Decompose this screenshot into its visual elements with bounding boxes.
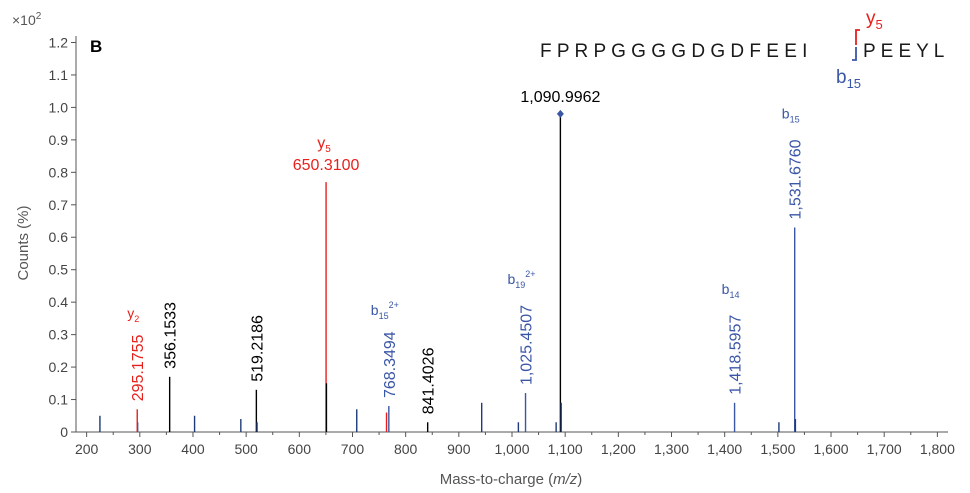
y-tick-label: 0.3 xyxy=(49,327,69,343)
sequence-b-ion-label: b15 xyxy=(836,67,861,91)
x-tick-label: 1,000 xyxy=(494,441,529,457)
y-tick-label: 0.1 xyxy=(49,392,69,408)
y-tick-label: 1.1 xyxy=(49,67,69,83)
x-tick-label: 1,100 xyxy=(548,441,583,457)
y-tick-label: 1.2 xyxy=(49,34,69,50)
x-tick-label: 600 xyxy=(288,441,312,457)
y-tick-label: 0.9 xyxy=(49,132,69,148)
sequence-after-cleavage: P E E Y L xyxy=(863,41,944,62)
x-ticks: 200 300 400 500 600 700 800 900 1,000 1,100 1,200 1… xyxy=(75,432,955,457)
peak-mz-label: 1,531.6760 xyxy=(788,139,805,219)
x-tick-label: 700 xyxy=(341,441,365,457)
x-tick-label: 1,300 xyxy=(654,441,689,457)
y-ion-cleavage-bracket xyxy=(855,29,860,45)
y-tick-label: 0.6 xyxy=(49,229,69,245)
precursor-marker xyxy=(556,109,564,118)
peak-ion-label: b15 xyxy=(782,106,800,125)
peak-mz-label: 768.3494 xyxy=(382,331,399,398)
peptide-sequence: F P R P G G G G D G D F E E I P E E Y L … xyxy=(540,8,944,91)
x-tick-label: 500 xyxy=(234,441,258,457)
x-tick-label: 1,200 xyxy=(601,441,636,457)
b-ion-cleavage-bracket xyxy=(852,47,857,61)
y-tick-label: 0.4 xyxy=(49,294,69,310)
x-tick-label: 300 xyxy=(128,441,152,457)
panel-label: B xyxy=(90,37,102,56)
peak-ion-label: y2 xyxy=(127,305,139,324)
y-tick-label: 0.8 xyxy=(49,164,69,180)
peak-mz-label: 295.1755 xyxy=(130,334,147,401)
y-scale-factor: ×102 xyxy=(12,11,42,28)
peaks xyxy=(99,113,797,432)
y-axis-label: Counts (%) xyxy=(15,205,32,280)
peak-ion-label: b14 xyxy=(722,281,740,300)
x-tick-label: 900 xyxy=(447,441,471,457)
peak-ion-label: b152+ xyxy=(371,300,399,321)
x-tick-label: 200 xyxy=(75,441,99,457)
x-tick-label: 1,600 xyxy=(814,441,849,457)
x-tick-label: 1,500 xyxy=(760,441,795,457)
y-tick-label: 0.7 xyxy=(49,197,69,213)
peak-mz-label: 650.3100 xyxy=(293,157,360,174)
y-tick-label: 0 xyxy=(60,424,68,440)
peak-mz-label: 1,025.4507 xyxy=(519,305,536,385)
x-tick-label: 400 xyxy=(181,441,205,457)
y-tick-label: 0.2 xyxy=(49,359,69,375)
y-ticks: 0 0.1 0.2 0.3 0.4 0.5 0.6 0.7 0.8 0.9 1.0 1.1 1.2 xyxy=(49,34,76,440)
peak-ion-label: b192+ xyxy=(507,269,535,290)
peak-annotations: 295.1755 y2 356.1533 519.2186 650.3100 y5 768.… xyxy=(127,89,804,414)
sequence-y-ion-label: y5 xyxy=(866,8,883,32)
sequence-before-cleavage: F P R P G G G G D G D F E E I xyxy=(540,41,807,62)
x-tick-label: 1,400 xyxy=(707,441,742,457)
x-tick-label: 1,800 xyxy=(920,441,955,457)
y-tick-label: 1.0 xyxy=(49,99,69,115)
x-tick-label: 1,700 xyxy=(867,441,902,457)
y-tick-label: 0.5 xyxy=(49,262,69,278)
x-tick-label: 800 xyxy=(394,441,418,457)
peak-mz-label: 1,418.5957 xyxy=(728,315,745,395)
peak-ion-label: y5 xyxy=(317,135,331,155)
x-axis-label: Mass-to-charge (m/z) xyxy=(440,471,583,488)
peak-mz-label: 1,090.9962 xyxy=(520,89,600,106)
peak-mz-label: 519.2186 xyxy=(249,315,266,382)
peak-mz-label: 356.1533 xyxy=(163,302,180,369)
peak-mz-label: 841.4026 xyxy=(421,347,438,414)
